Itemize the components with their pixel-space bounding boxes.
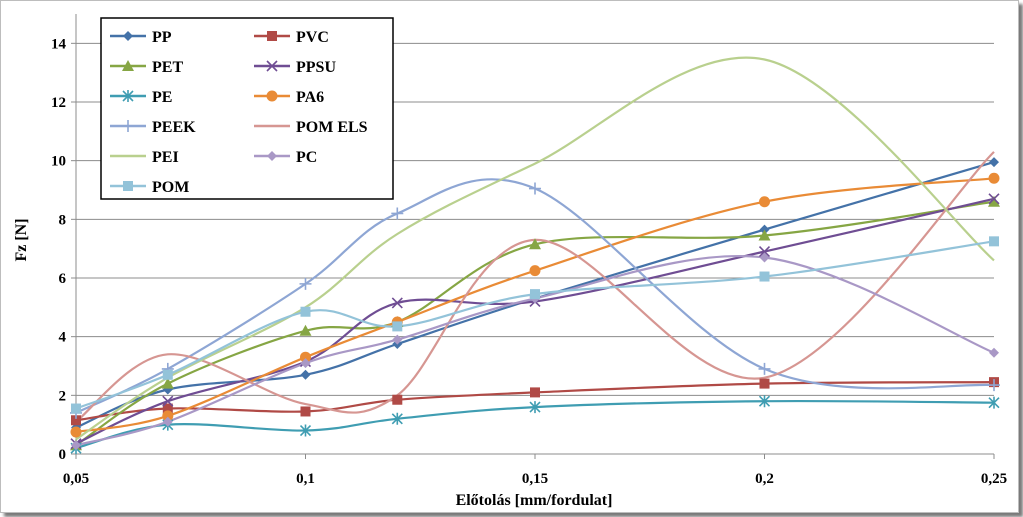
data-point-peek (391, 207, 404, 220)
x-axis-title: Előtolás [mm/fordulat] (456, 492, 613, 509)
y-tick-label: 2 (59, 388, 67, 404)
data-point-pe (391, 412, 403, 425)
legend-label-pom-els: POM ELS (296, 119, 368, 136)
data-point-peek (758, 362, 771, 375)
y-tick-label: 14 (51, 36, 67, 52)
x-tick-label: 0,15 (522, 471, 548, 487)
data-point-pom (300, 306, 311, 317)
data-point-pc (71, 440, 81, 451)
data-point-pa6 (988, 172, 1000, 184)
data-point-peek (299, 277, 312, 290)
series-line-pc (75, 254, 995, 447)
data-point-pe (758, 395, 771, 408)
y-tick-label: 8 (59, 212, 67, 228)
data-point-pc (989, 347, 999, 358)
series-line-ppsu (75, 197, 995, 445)
data-point-pa6 (162, 410, 174, 422)
legend-box (100, 17, 394, 200)
legend-marker-pc (267, 151, 277, 161)
data-point-pvc (162, 403, 173, 414)
data-point-pvc (300, 406, 311, 417)
legend-marker-pvc (267, 31, 277, 41)
data-point-pvc (530, 387, 540, 398)
data-point-pom (530, 289, 540, 300)
legend-marker-pa6 (266, 90, 278, 102)
legend-marker-pe (122, 90, 134, 102)
y-tick-label: 6 (59, 271, 67, 287)
series-lines (75, 56, 995, 450)
series-line-pvc (75, 381, 995, 422)
data-point-pc (162, 416, 173, 427)
x-tick-label: 0,25 (981, 471, 1007, 487)
data-point-pet (529, 238, 541, 250)
legend-marker-pom (123, 181, 133, 191)
x-tick-label: 0,2 (755, 471, 774, 487)
series-line-pa6 (75, 177, 995, 434)
legend-label-peek: PEEK (152, 119, 196, 136)
data-point-pe (988, 396, 1000, 409)
legend-label-pet: PET (152, 59, 183, 76)
x-tick-label: 0,1 (296, 471, 315, 487)
data-point-peek (988, 379, 1000, 392)
y-tick-label: 4 (59, 330, 67, 346)
series-line-peek (75, 178, 995, 414)
legend-marker-peek (122, 120, 134, 132)
data-point-pom (162, 369, 173, 380)
y-tick-label: 12 (51, 95, 66, 111)
series-line-pom-els (75, 151, 995, 423)
x-tick-label: 0,05 (63, 471, 89, 487)
series-line-pom (75, 240, 995, 410)
series-line-pe (75, 399, 995, 450)
data-point-pvc (71, 415, 81, 426)
y-tick-label: 0 (59, 447, 67, 463)
data-point-ppsu (391, 297, 403, 309)
data-point-pet (161, 377, 174, 389)
data-point-pet (758, 229, 771, 241)
data-point-pom (71, 403, 81, 414)
legend-label-ppsu: PPSU (296, 59, 336, 76)
legend-marker-pet (122, 60, 134, 71)
data-point-pc (300, 358, 311, 369)
axes: 0 2 4 6 8 10 12 14 0,05 0,1 0,15 0,2 0,25 (51, 14, 1007, 487)
data-point-pc (759, 252, 770, 263)
data-point-ppsu (988, 193, 1000, 205)
y-tick-label: 10 (51, 154, 66, 170)
data-point-pom (989, 236, 999, 247)
data-point-pa6 (300, 351, 311, 363)
legend-label-pe: PE (152, 89, 172, 106)
data-point-pc (392, 334, 403, 345)
data-point-ppsu (162, 395, 174, 407)
data-point-pom (759, 271, 770, 282)
data-point-pvc (392, 394, 403, 405)
data-point-pe (529, 401, 541, 414)
data-point-pe (299, 424, 312, 437)
legend: PP PVC PET PPSU PE PA6 PEEK POM ELS PEI PC POM (100, 17, 394, 200)
series-line-pei (75, 56, 995, 441)
series-markers (70, 157, 1000, 455)
data-point-pa6 (759, 196, 770, 208)
data-point-pet (299, 324, 312, 336)
data-point-pet (988, 195, 1000, 207)
y-axis-title: Fz [N] (13, 218, 30, 261)
series-line-pp (75, 161, 995, 429)
legend-marker-ppsu (266, 60, 278, 72)
legend-label-pp: PP (152, 29, 172, 46)
legend-label-pvc: PVC (296, 29, 329, 46)
legend-label-pei: PEI (152, 149, 179, 166)
data-point-peek (529, 182, 541, 195)
data-point-pp (989, 157, 999, 168)
data-point-pvc (759, 378, 770, 389)
data-point-pa6 (70, 426, 82, 438)
legend-label-pom: POM (152, 179, 189, 196)
data-point-pp (300, 369, 311, 380)
data-point-ppsu (758, 246, 771, 258)
legend-marker-pp (123, 31, 133, 41)
legend-label-pc: PC (296, 149, 317, 166)
data-point-pom (392, 321, 403, 332)
data-point-pa6 (529, 265, 541, 277)
legend-label-pa6: PA6 (296, 89, 324, 106)
